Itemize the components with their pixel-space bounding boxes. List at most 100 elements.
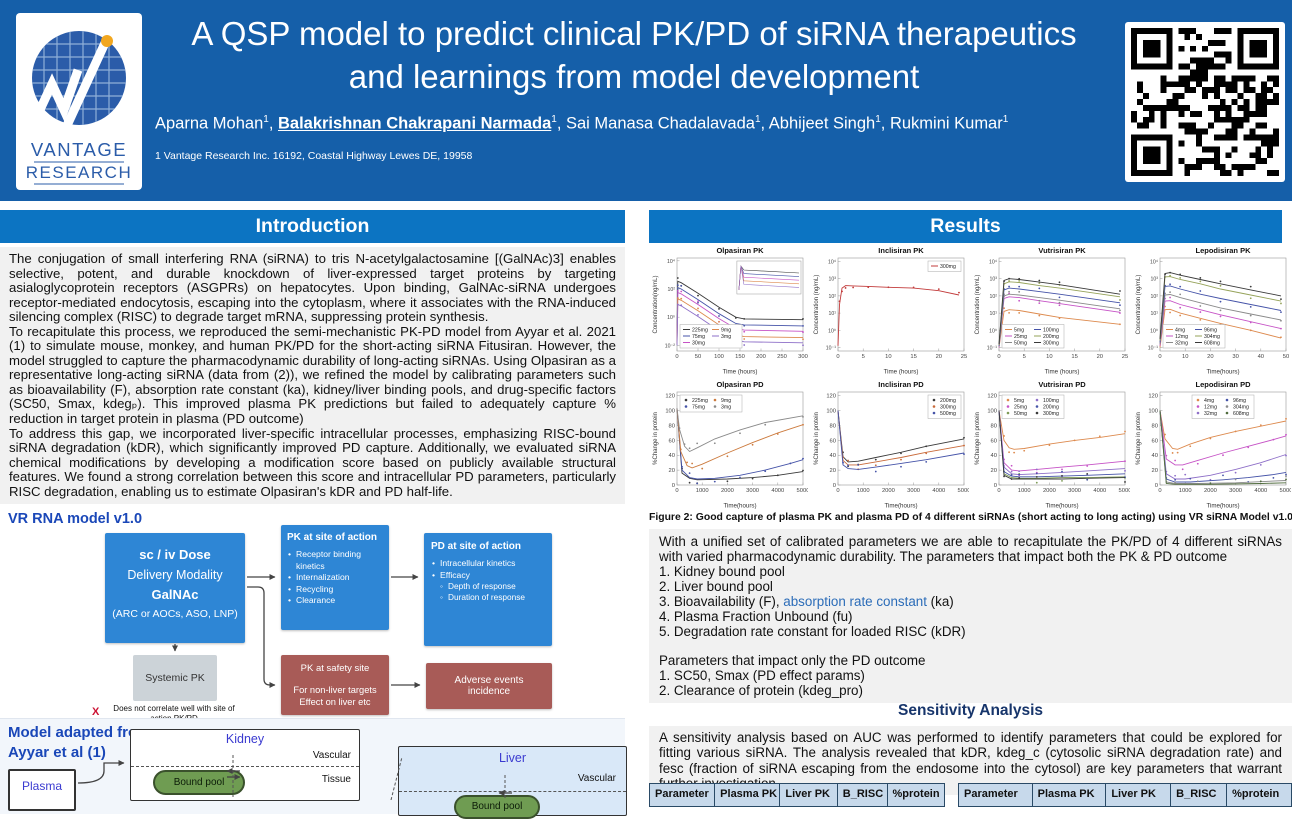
svg-text:25mg: 25mg <box>1014 334 1027 340</box>
sensitivity-tables: Parameter Plasma PK Liver PK B_RISC %protein… <box>649 783 1292 807</box>
table-header-cell: Parameter <box>649 783 716 807</box>
author-superscript: 1 <box>1002 114 1009 125</box>
svg-text:100mg: 100mg <box>1043 398 1059 404</box>
svg-text:0: 0 <box>837 488 840 494</box>
parameter-list-item: 2. Liver bound pool <box>659 579 1282 594</box>
systemic-pk-box: Systemic PK <box>133 655 217 701</box>
svg-text:10³: 10³ <box>989 277 997 283</box>
svg-text:10⁻¹: 10⁻¹ <box>826 346 837 352</box>
svg-text:Lepodisiran PD: Lepodisiran PD <box>1195 380 1251 389</box>
table-header-cell: Plasma PK <box>714 783 781 807</box>
svg-text:Time(hours): Time(hours) <box>724 502 757 509</box>
svg-text:0: 0 <box>837 354 840 360</box>
svg-text:10⁻²: 10⁻² <box>665 344 676 350</box>
list-text: 4. Plasma Fraction Unbound (fu) <box>659 609 853 624</box>
svg-text:0: 0 <box>676 354 679 360</box>
parameter-list-item: 5. Degradation rate constant for loaded … <box>659 624 1282 639</box>
svg-text:20: 20 <box>830 468 836 474</box>
svg-text:2000: 2000 <box>1204 488 1217 494</box>
svg-text:250: 250 <box>778 354 788 360</box>
svg-text:100: 100 <box>715 354 725 360</box>
svg-text:Olpasiran PD: Olpasiran PD <box>717 380 765 389</box>
svg-text:Inclisiran PK: Inclisiran PK <box>878 246 924 255</box>
svg-text:10¹: 10¹ <box>829 311 837 317</box>
dose-box: sc / iv Dose Delivery Modality GalNAc (ARC … <box>105 533 245 643</box>
svg-text:50mg: 50mg <box>1014 341 1027 347</box>
pd-sub-bullet: Depth of response <box>431 581 545 592</box>
svg-text:10: 10 <box>885 354 891 360</box>
table-header-cell: B_RISC <box>1170 783 1228 807</box>
chart-svg-in-pk: 0 5 10 15 20 25 10⁴ 10³ 10² 10¹ 10⁰ 10⁻¹ Inclisiran … <box>814 246 967 376</box>
x-mark: X <box>92 706 100 718</box>
svg-text:0: 0 <box>833 483 836 489</box>
parameter-list-item: 3. Bioavailability (F), absorption rate … <box>659 594 1282 609</box>
poster-title-line-1: A QSP model to predict clinical PK/PD of… <box>191 15 1077 52</box>
chart-op-pd: 0 1000 2000 3000 4000 5000 0 20 40 60 80 100 120 Olpa… <box>649 378 810 512</box>
svg-text:200mg: 200mg <box>1043 334 1059 340</box>
svg-text:100: 100 <box>987 408 997 414</box>
highlighted-text: absorption rate constant <box>783 594 927 609</box>
svg-text:10⁴: 10⁴ <box>828 260 836 266</box>
svg-text:12mg: 12mg <box>1175 334 1188 340</box>
kidney-label: Kidney <box>225 732 265 746</box>
svg-text:40: 40 <box>1151 453 1157 459</box>
svg-text:5mg: 5mg <box>1014 398 1024 404</box>
svg-text:0: 0 <box>1158 354 1161 360</box>
svg-text:20: 20 <box>1207 354 1213 360</box>
svg-text:608mg: 608mg <box>1204 341 1220 347</box>
svg-text:5mg: 5mg <box>1014 328 1024 334</box>
poster-title-line-2: and learnings from model development <box>348 58 920 95</box>
svg-text:150: 150 <box>736 354 746 360</box>
svg-text:10⁰: 10⁰ <box>989 329 997 335</box>
authors-line: Aparna Mohan1, Balakrishnan Chakrapani N… <box>155 114 1009 133</box>
kidney-divider <box>131 766 359 767</box>
svg-text:10⁻¹: 10⁻¹ <box>987 346 998 352</box>
svg-text:225mg: 225mg <box>692 328 708 334</box>
svg-text:2000: 2000 <box>1043 488 1056 494</box>
list-text: 3. Bioavailability (F), <box>659 594 784 609</box>
svg-text:10: 10 <box>1182 354 1188 360</box>
svg-text:5: 5 <box>1022 354 1025 360</box>
plasma-compartment-box: Plasma <box>8 769 76 811</box>
svg-text:10⁻¹: 10⁻¹ <box>1147 346 1158 352</box>
dose-box-line: (ARC or AOCs, ASO, LNP) <box>112 608 238 620</box>
svg-text:1000: 1000 <box>1018 488 1031 494</box>
chart-vu-pk: 0 5 10 15 20 25 10⁴ 10³ 10² 10¹ 10⁰ 10⁻¹ Vutrisiran … <box>971 244 1132 378</box>
svg-text:9mg: 9mg <box>721 398 731 404</box>
svg-text:10⁰: 10⁰ <box>828 329 836 335</box>
svg-text:2000: 2000 <box>721 488 734 494</box>
chart-le-pk: 0 10 20 30 40 50 10⁴ 10³ 10² 10¹ 10⁰ 10⁻¹ Lepodisira… <box>1131 244 1292 378</box>
svg-text:0: 0 <box>994 483 997 489</box>
svg-text:30mg: 30mg <box>692 341 705 347</box>
svg-text:100mg: 100mg <box>1043 328 1059 334</box>
svg-text:30: 30 <box>1232 354 1238 360</box>
svg-text:%Change in protein: %Change in protein <box>653 412 659 465</box>
parameter-list-item: 1. Kidney bound pool <box>659 564 1282 579</box>
chart-svg-vu-pk: 0 5 10 15 20 25 10⁴ 10³ 10² 10¹ 10⁰ 10⁻¹ Vutrisiran … <box>975 246 1128 376</box>
table-header-cell: %protein <box>1226 783 1292 807</box>
svg-text:300mg: 300mg <box>1043 341 1059 347</box>
author-superscript: 1 <box>754 114 761 125</box>
adverse-events-label: Adverse events incidence <box>454 675 524 697</box>
svg-text:20: 20 <box>669 468 675 474</box>
svg-text:10⁴: 10⁴ <box>667 259 675 265</box>
svg-text:15: 15 <box>1071 354 1077 360</box>
chart-le-pd: 0 1000 2000 3000 4000 5000 0 20 40 60 80 100 120 Lepo… <box>1131 378 1292 512</box>
adverse-events-box: Adverse events incidence <box>426 663 552 709</box>
table-header-cell: Liver PK <box>779 783 838 807</box>
liver-divider <box>399 791 626 792</box>
svg-text:60: 60 <box>830 438 836 444</box>
chart-svg-le-pd: 0 1000 2000 3000 4000 5000 0 20 40 60 80 100 120 Lepo… <box>1136 380 1291 510</box>
svg-text:Concentration (ng/mL): Concentration (ng/mL) <box>975 275 981 335</box>
svg-text:0: 0 <box>997 488 1000 494</box>
svg-text:%Change in protein: %Change in protein <box>814 412 820 465</box>
list-text: (ka) <box>926 594 954 609</box>
sensitivity-table-right: Parameter Plasma PK Liver PK B_RISC %protein <box>958 783 1292 807</box>
svg-text:1000: 1000 <box>696 488 709 494</box>
svg-text:50: 50 <box>695 354 701 360</box>
svg-text:300mg: 300mg <box>1043 411 1059 417</box>
chart-svg-le-pk: 0 10 20 30 40 50 10⁴ 10³ 10² 10¹ 10⁰ 10⁻¹ Lepodisira… <box>1136 246 1289 376</box>
svg-text:10⁰: 10⁰ <box>1150 329 1158 335</box>
svg-text:200: 200 <box>757 354 767 360</box>
svg-text:50: 50 <box>1282 354 1288 360</box>
